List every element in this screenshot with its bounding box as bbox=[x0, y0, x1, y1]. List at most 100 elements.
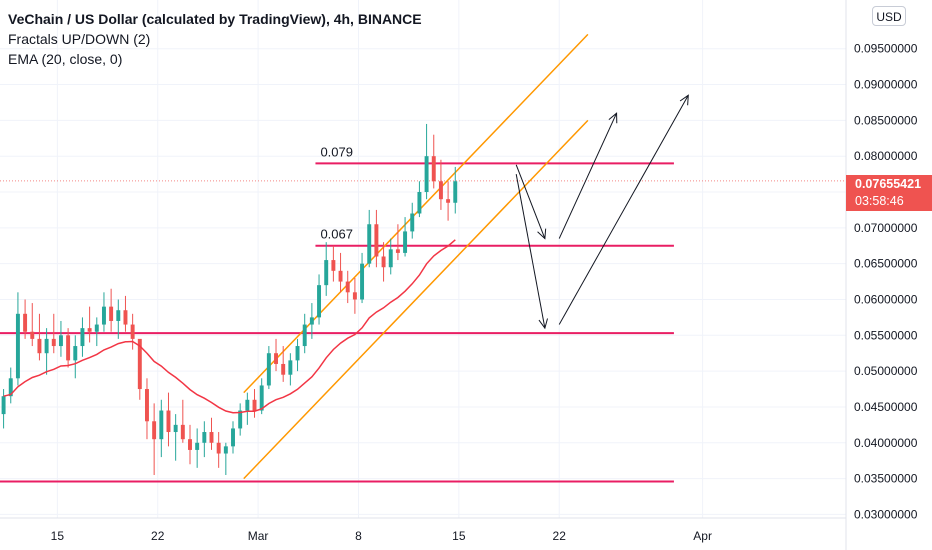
time-tick-label: Apr bbox=[693, 529, 712, 543]
candle-body bbox=[266, 353, 271, 386]
symbol-title: VeChain / US Dollar (calculated by Tradi… bbox=[8, 11, 422, 27]
candle-body bbox=[8, 378, 13, 397]
price-tick-label: 0.09500000 bbox=[854, 42, 918, 56]
last-price-value: 0.07655421 bbox=[855, 177, 922, 191]
candle-body bbox=[195, 442, 200, 450]
candle-body bbox=[216, 442, 221, 454]
time-tick-label: 15 bbox=[452, 529, 466, 543]
candle-body bbox=[80, 328, 85, 347]
candle-body bbox=[281, 363, 286, 375]
arrow-head bbox=[608, 112, 618, 124]
candle-body bbox=[173, 424, 178, 433]
time-tick-label: 8 bbox=[355, 529, 362, 543]
candle-body bbox=[331, 260, 336, 271]
arrow-shaft bbox=[515, 174, 546, 329]
candle-body bbox=[302, 324, 307, 347]
candle-body bbox=[417, 192, 422, 214]
chart-legend: VeChain / US Dollar (calculated by Tradi… bbox=[8, 9, 422, 69]
ema-line bbox=[3, 239, 456, 414]
price-tick-label: 0.08000000 bbox=[854, 149, 918, 163]
candle-body bbox=[317, 285, 322, 318]
price-tick-label: 0.08500000 bbox=[854, 113, 918, 127]
arrow-head bbox=[538, 318, 548, 330]
candle-body bbox=[381, 256, 386, 268]
candle-body bbox=[274, 353, 278, 364]
time-tick-label: 22 bbox=[553, 529, 567, 543]
indicator-fractals[interactable]: Fractals UP/DOWN (2) bbox=[8, 31, 151, 47]
candle-body bbox=[137, 338, 142, 390]
candle-body bbox=[238, 410, 243, 429]
candle-body bbox=[245, 399, 250, 411]
price-tick-label: 0.06000000 bbox=[854, 292, 918, 306]
price-tick-label: 0.04500000 bbox=[854, 400, 918, 414]
candle-body bbox=[446, 199, 451, 203]
arrow-shaft bbox=[558, 112, 618, 239]
time-tick-label: 22 bbox=[151, 529, 165, 543]
projection-arrow bbox=[515, 174, 548, 330]
candle-body bbox=[94, 324, 99, 332]
price-tick-label: 0.05500000 bbox=[854, 328, 918, 342]
candle-body bbox=[338, 270, 343, 282]
price-tick-label: 0.03000000 bbox=[854, 507, 918, 521]
candle-body bbox=[431, 156, 436, 182]
candle-body bbox=[424, 156, 429, 193]
candle-body bbox=[152, 421, 157, 440]
price-tick-label: 0.07000000 bbox=[854, 221, 918, 235]
candle-body bbox=[438, 181, 443, 200]
arrow-head bbox=[537, 228, 547, 240]
candle-body bbox=[180, 424, 185, 440]
candle-body bbox=[87, 328, 92, 332]
candle-body bbox=[159, 410, 164, 440]
candle-body bbox=[324, 260, 329, 286]
candle-body bbox=[44, 338, 49, 354]
price-tick-label: 0.03500000 bbox=[854, 472, 918, 486]
candle-body bbox=[73, 346, 78, 361]
price-tick-label: 0.04000000 bbox=[854, 436, 918, 450]
candle-body bbox=[202, 432, 207, 443]
candle-body bbox=[453, 181, 458, 203]
price-tick-label: 0.05000000 bbox=[854, 364, 918, 378]
candle-body bbox=[188, 439, 192, 450]
candle-body bbox=[345, 281, 350, 293]
candle-body bbox=[58, 335, 63, 347]
candle-body bbox=[295, 346, 300, 361]
arrow-head bbox=[679, 94, 689, 106]
price-level-label: 0.067 bbox=[320, 227, 353, 242]
time-tick-label: 15 bbox=[51, 529, 65, 543]
candle-body bbox=[209, 432, 214, 443]
candle-body bbox=[231, 428, 235, 447]
candle-body bbox=[15, 313, 20, 379]
candle-body bbox=[288, 360, 293, 375]
candle-body bbox=[259, 385, 264, 411]
price-tick-label: 0.06500000 bbox=[854, 257, 918, 271]
last-price-tag: 0.07655421 03:58:46 bbox=[846, 175, 932, 211]
candle-body bbox=[30, 331, 35, 339]
candle-body bbox=[66, 335, 71, 361]
currency-button[interactable]: USD bbox=[872, 6, 906, 26]
candle-body bbox=[116, 310, 121, 321]
candle-body bbox=[123, 310, 128, 325]
price-tick-label: 0.09000000 bbox=[854, 78, 918, 92]
price-level-label: 0.079 bbox=[320, 144, 353, 159]
arrow-shaft bbox=[558, 95, 689, 325]
candle-body bbox=[374, 224, 379, 257]
candle-body bbox=[109, 306, 114, 321]
candle-body bbox=[223, 446, 228, 454]
candle-body bbox=[410, 213, 415, 232]
candle-body bbox=[37, 338, 42, 354]
candle-body bbox=[101, 306, 106, 325]
candle-body bbox=[388, 249, 393, 268]
channel-line bbox=[243, 119, 589, 480]
candle-body bbox=[360, 263, 365, 300]
candle-body bbox=[51, 338, 56, 347]
time-tick-label: Mar bbox=[248, 529, 269, 543]
candle-body bbox=[403, 231, 408, 253]
channel-line bbox=[243, 33, 589, 394]
candle-body bbox=[309, 317, 314, 325]
candle-body bbox=[130, 324, 135, 339]
candle-body bbox=[367, 224, 372, 264]
candle-body bbox=[145, 389, 149, 422]
indicator-ema[interactable]: EMA (20, close, 0) bbox=[8, 51, 123, 67]
candle-body bbox=[166, 410, 171, 433]
